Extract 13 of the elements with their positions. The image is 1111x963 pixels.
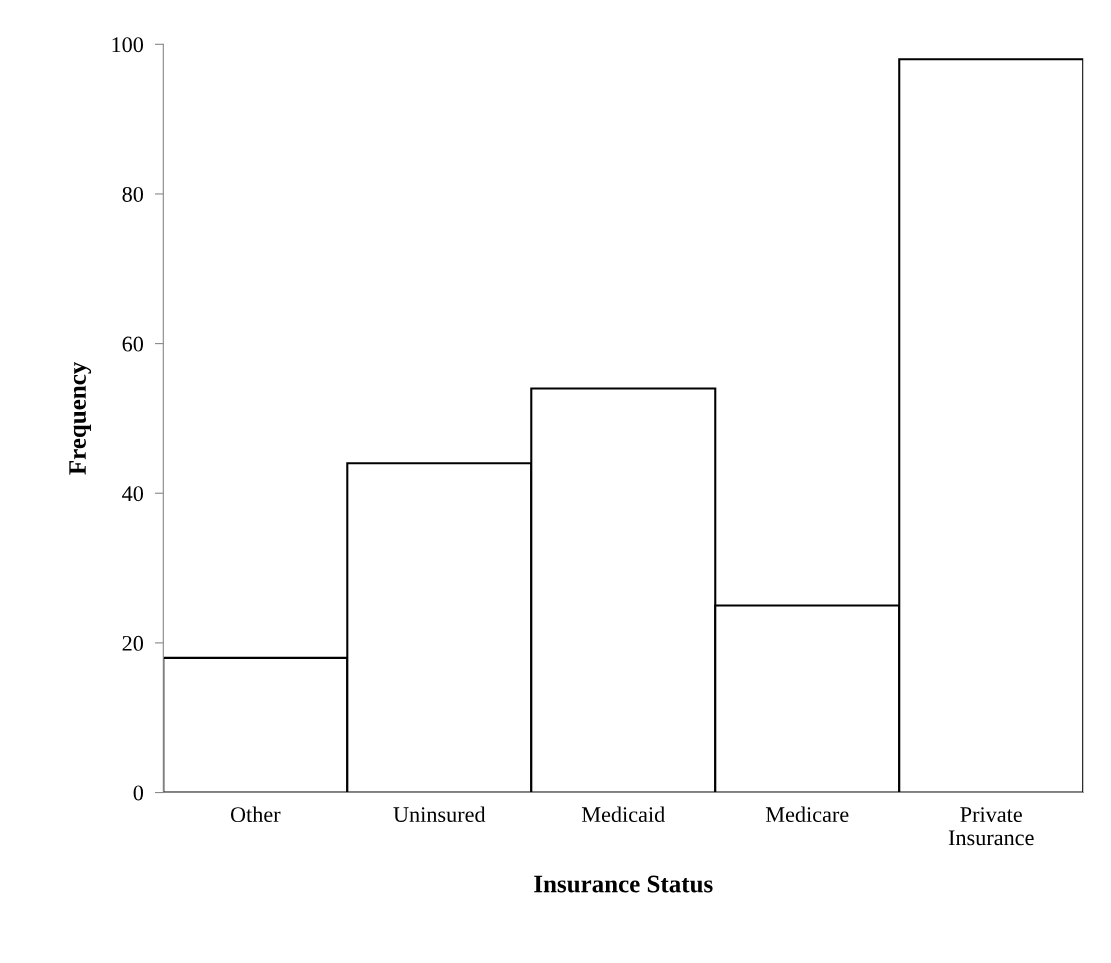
- y-tick-label: 60: [122, 336, 144, 352]
- y-tick-label: 20: [122, 635, 144, 651]
- y-axis-title: Frequency: [69, 361, 92, 475]
- x-tick-label: Medicaid: [581, 806, 665, 823]
- x-tick-label: Uninsured: [393, 806, 486, 823]
- y-tick-label: 80: [122, 186, 144, 202]
- x-axis-title: Insurance Status: [534, 875, 713, 893]
- y-tick-label: 40: [122, 486, 144, 502]
- x-tick-label: Private Insurance: [948, 807, 1034, 846]
- y-tick-label: 100: [112, 37, 144, 53]
- x-tick-label: Other: [230, 806, 281, 823]
- x-tick-label: Medicare: [765, 806, 849, 823]
- y-tick-label: 0: [133, 785, 144, 801]
